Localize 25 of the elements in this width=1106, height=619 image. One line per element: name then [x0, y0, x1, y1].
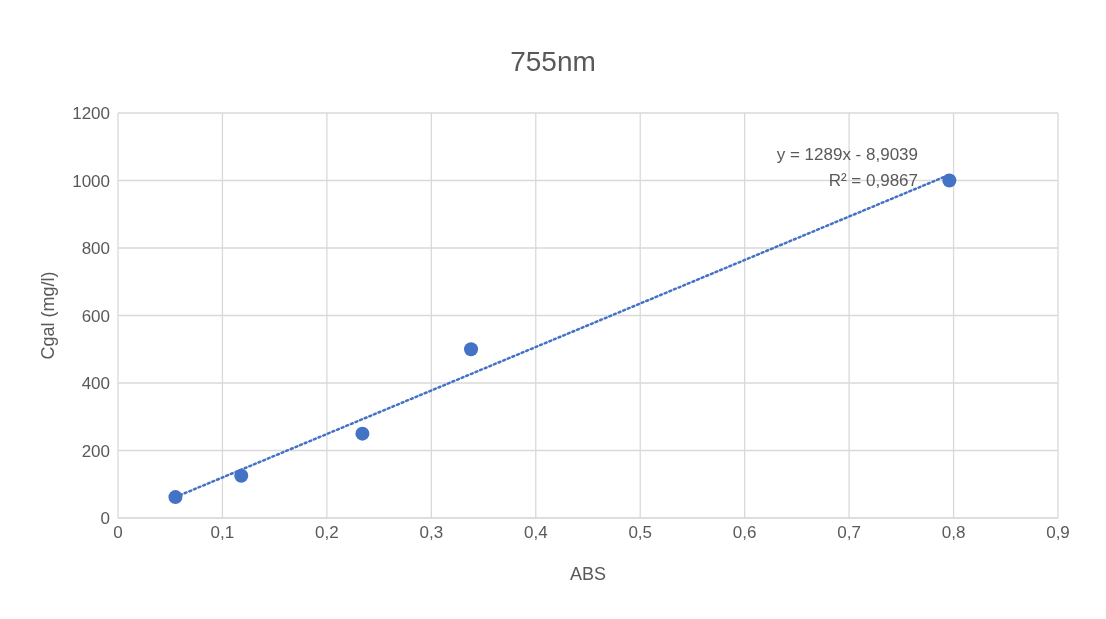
- point: [234, 468, 249, 483]
- y-tick-label: 1200: [72, 104, 110, 124]
- x-tick-label: 0,4: [523, 523, 548, 543]
- x-tick-label: 0,1: [210, 523, 235, 543]
- annotation: R² = 0,9867: [827, 170, 918, 192]
- y-tick-label: 200: [81, 441, 110, 461]
- x-tick-label: 0: [113, 523, 123, 543]
- x-tick-label: 0,5: [628, 523, 653, 543]
- x-tick-label: 0,6: [732, 523, 757, 543]
- point: [355, 426, 370, 441]
- annotation: y = 1289x - 8,9039: [775, 144, 918, 166]
- y-tick-label: 600: [81, 306, 110, 326]
- point: [464, 342, 479, 357]
- y-tick-label: 1000: [72, 171, 110, 191]
- x-tick-label: 0,7: [837, 523, 861, 543]
- y-tick-label: 800: [81, 239, 110, 259]
- x-tick-label: 0,3: [419, 523, 444, 543]
- y-tick-label: 0: [100, 509, 110, 529]
- x-tick-label: 0,9: [1046, 523, 1070, 543]
- x-axis-title: ABS: [569, 564, 607, 584]
- y-axis-title: Cgal (mg/l): [38, 271, 59, 360]
- x-tick-label: 0,2: [315, 523, 339, 543]
- x-tick-label: 0,8: [941, 523, 966, 543]
- y-tick-label: 400: [81, 374, 110, 394]
- chart-title: 755nm: [509, 46, 597, 78]
